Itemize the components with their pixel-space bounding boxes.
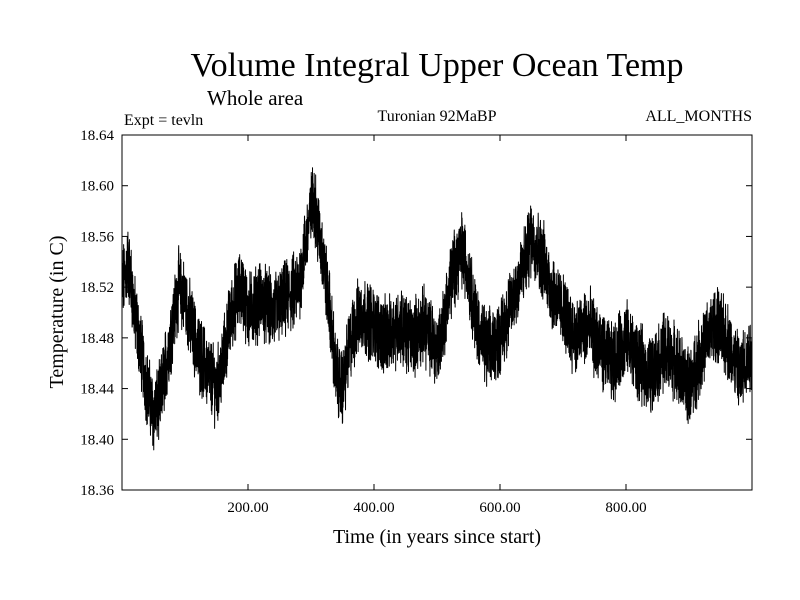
series-line-temperature xyxy=(121,167,753,451)
series-layer xyxy=(121,167,753,451)
y-tick-label: 18.40 xyxy=(80,432,114,448)
period-label: Turonian 92MaBP xyxy=(378,108,497,125)
y-tick-label: 18.56 xyxy=(80,229,114,245)
y-tick-labels: 18.36 18.40 18.44 18.48 18.52 18.56 18.60 18.64 xyxy=(80,128,114,499)
y-tick-label: 18.52 xyxy=(80,280,114,296)
y-axis-label: Temperature (in C) xyxy=(46,236,68,389)
x-tick-labels: 200.00 400.00 600.00 800.00 xyxy=(227,500,646,516)
x-axis-label: Time (in years since start) xyxy=(333,526,541,548)
plot-area xyxy=(121,134,753,491)
x-tick-label: 200.00 xyxy=(227,500,268,516)
experiment-label: Expt = tevln xyxy=(124,112,203,129)
chart-title: Volume Integral Upper Ocean Temp xyxy=(191,47,684,84)
y-tick-label: 18.64 xyxy=(80,128,114,144)
x-tick-label: 400.00 xyxy=(353,500,394,516)
chart-subtitle: Whole area xyxy=(207,86,304,110)
months-label: ALL_MONTHS xyxy=(645,108,752,125)
y-tick-label: 18.36 xyxy=(80,483,114,499)
y-tick-label: 18.60 xyxy=(80,179,114,195)
y-tick-label: 18.48 xyxy=(80,331,114,347)
x-tick-label: 600.00 xyxy=(479,500,520,516)
y-tick-label: 18.44 xyxy=(80,382,114,398)
tick-marks xyxy=(122,134,752,491)
plot-frame xyxy=(121,134,753,491)
x-tick-label: 800.00 xyxy=(605,500,646,516)
